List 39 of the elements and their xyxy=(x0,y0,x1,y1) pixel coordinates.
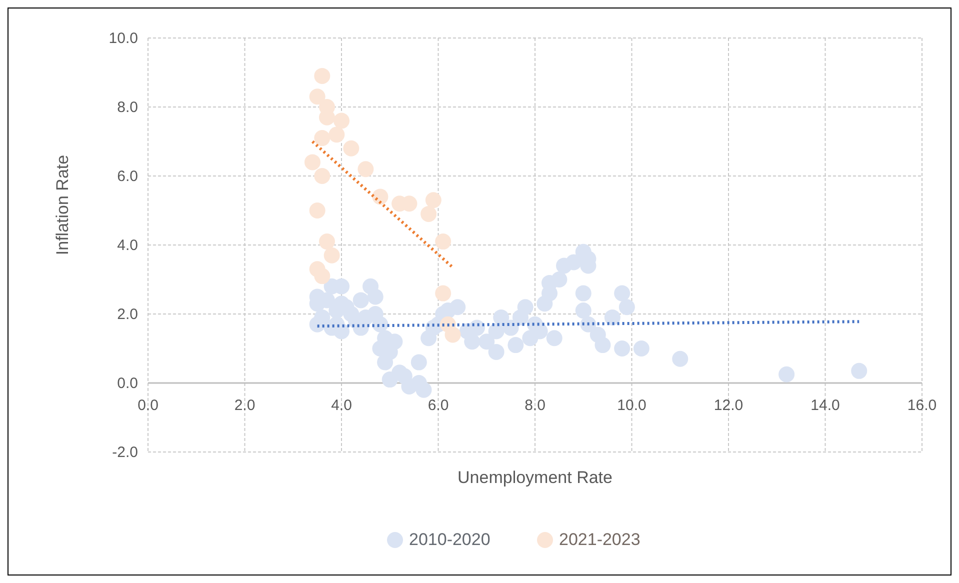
point xyxy=(314,268,330,284)
x-tick-label: 16.0 xyxy=(907,397,937,414)
x-tick-label: 2.0 xyxy=(234,397,256,414)
x-tick-label: 8.0 xyxy=(524,397,546,414)
point xyxy=(309,88,326,105)
point xyxy=(334,112,350,129)
y-tick-label: 4.0 xyxy=(117,237,138,254)
point xyxy=(425,192,442,208)
point xyxy=(309,202,326,218)
y-tick-label: 6.0 xyxy=(117,168,138,185)
x-axis-title: Unemployment Rate xyxy=(458,468,612,487)
point xyxy=(304,154,320,170)
point xyxy=(420,206,437,222)
x-tick-label: 12.0 xyxy=(714,397,744,414)
point xyxy=(314,68,330,84)
legend-label: 2010-2020 xyxy=(409,530,490,549)
x-tick-label: 4.0 xyxy=(331,397,352,414)
point xyxy=(435,285,452,302)
x-tick-label: 6.0 xyxy=(428,397,449,414)
y-tick-label: 2.0 xyxy=(117,306,138,323)
y-tick-label: 0.0 xyxy=(117,375,138,392)
legend-label: 2021-2023 xyxy=(559,530,640,549)
x-tick-label: 14.0 xyxy=(810,397,840,414)
y-tick-label: -2.0 xyxy=(112,444,138,461)
point xyxy=(314,168,330,184)
y-axis-title: Inflation Rate xyxy=(53,154,72,256)
x-tick-label: 10.0 xyxy=(617,397,646,414)
point xyxy=(324,247,340,264)
point xyxy=(435,234,452,250)
point xyxy=(444,326,461,343)
y-tick-label: 10.0 xyxy=(108,30,138,47)
point xyxy=(328,126,345,143)
point xyxy=(358,161,374,178)
point xyxy=(372,188,388,205)
point xyxy=(343,140,360,156)
y-tick-label: 8.0 xyxy=(117,99,138,116)
x-tick-label: 0.0 xyxy=(138,397,158,414)
point xyxy=(318,234,335,250)
point xyxy=(314,130,330,146)
